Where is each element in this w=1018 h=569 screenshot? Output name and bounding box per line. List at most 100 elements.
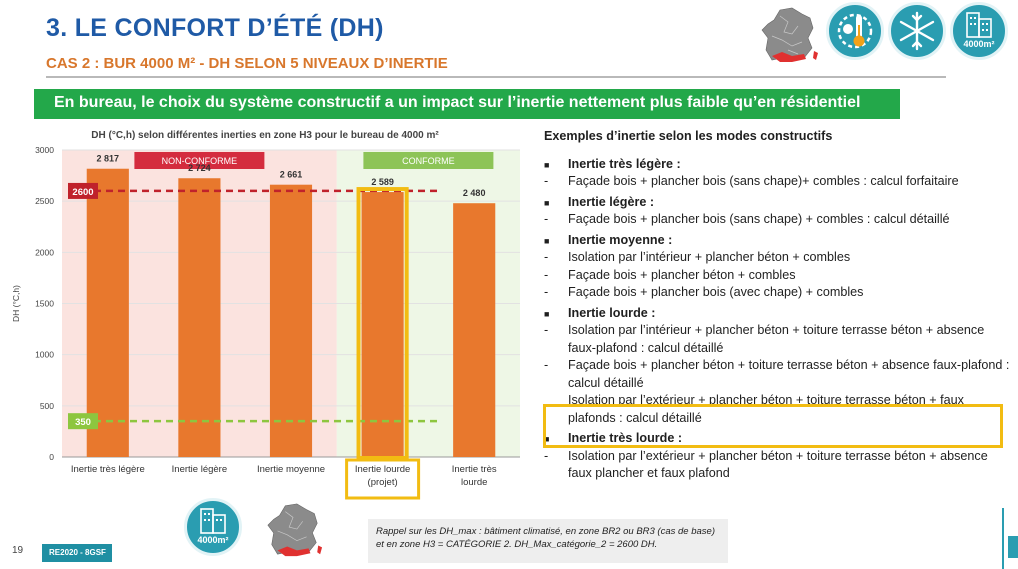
y-axis-label: DH (°C,h) <box>11 285 21 322</box>
bullet-icon: ■ <box>544 308 550 319</box>
chart-bar <box>86 168 129 458</box>
france-map-h3-icon <box>761 7 818 62</box>
bar-value-label: 2 817 <box>97 154 120 164</box>
bullet-icon: ■ <box>544 159 550 170</box>
bar-value-label: 2 589 <box>371 177 394 187</box>
dash-marker: - <box>544 174 549 188</box>
example-text: Inertie lourde : <box>568 305 656 320</box>
example-text: Isolation par l’extérieur + plancher bét… <box>568 393 964 425</box>
slide-title: 3. LE CONFORT D’ÉTÉ (DH) <box>46 14 384 42</box>
corner-accent <box>1008 536 1018 558</box>
y-tick-label: 2500 <box>35 196 54 206</box>
dash-marker: - <box>544 358 549 372</box>
example-text: Isolation par l’intérieur + plancher bét… <box>568 250 851 264</box>
reference-value-label: 2600 <box>72 187 93 198</box>
building-area-label: 4000m² <box>963 39 995 49</box>
dh-chart: NON-CONFORME CONFORME DH (°C,h) selon diff… <box>0 122 530 502</box>
reference-badge <box>68 182 98 199</box>
project-label-highlight <box>345 458 421 500</box>
example-item: - Façade bois + plancher béton + combles <box>544 267 1014 285</box>
bullet-icon: ■ <box>544 434 550 444</box>
example-text: Façade bois + plancher bois (sans chape)… <box>568 174 959 188</box>
chart-zone-badge <box>134 152 265 169</box>
example-item: - Façade bois + plancher bois (avec chape… <box>544 284 1014 302</box>
chart-bar <box>361 192 404 457</box>
y-tick-label: 1000 <box>35 350 54 360</box>
chart-title: DH (°C,h) selon différentes inerties en … <box>91 130 439 141</box>
dh-bar-chart: NON-CONFORME CONFORME DH (°C,h) selon diff… <box>11 130 520 500</box>
example-category: ■ Inertie moyenne : <box>544 232 1014 250</box>
example-text: Inertie moyenne : <box>568 232 673 247</box>
y-tick-label: 1500 <box>35 299 54 309</box>
y-tick-label: 3000 <box>35 145 54 155</box>
footer-tag: RE2020 - 8GSF <box>42 544 112 562</box>
example-item: Isolation par l’extérieur + plancher bét… <box>544 392 1014 427</box>
example-item: - Isolation par l’intérieur + plancher bé… <box>544 322 1014 357</box>
chart-bar <box>178 178 221 457</box>
example-item: - Façade bois + plancher bois (sans chape… <box>544 173 1014 191</box>
x-category-label: Inertie très lourde <box>452 464 497 488</box>
thermometer-icon <box>826 2 884 60</box>
example-text: Inertie très lourde : <box>568 431 683 445</box>
chart-zone-label: NON-CONFORME <box>162 156 238 166</box>
examples-title: Exemples d’inertie selon les modes const… <box>544 129 833 143</box>
example-text: Façade bois + plancher béton + combles <box>568 267 796 282</box>
example-item: - Isolation par l’extérieur + plancher bé… <box>544 448 1014 483</box>
chart-zone-badge <box>363 152 494 169</box>
building-4000m2-icon: 4000m² <box>950 2 1008 60</box>
dash-marker: - <box>544 323 549 337</box>
snowflake-icon <box>888 2 946 60</box>
france-map-h3-icon <box>267 503 323 557</box>
bar-value-label: 2 724 <box>188 163 211 173</box>
dash-marker: - <box>544 267 549 282</box>
building-area-label: 4000m² <box>197 535 229 545</box>
x-category-label: Inertie lourde (projet) <box>355 464 410 488</box>
example-text: Isolation par l’intérieur + plancher bét… <box>568 323 985 355</box>
bar-value-label: 2 661 <box>280 170 303 180</box>
key-message-banner: En bureau, le choix du système construct… <box>34 89 900 119</box>
chart-zone-label: CONFORME <box>402 156 455 166</box>
example-category: ■ Inertie très légère : <box>544 156 1014 174</box>
example-text: Façade bois + plancher béton + toiture t… <box>568 358 1010 390</box>
y-tick-label: 500 <box>40 401 54 411</box>
slide-subtitle: CAS 2 : BUR 4000 M² - DH SELON 5 NIVEAUX… <box>46 55 448 72</box>
example-text: Inertie légère : <box>568 194 655 209</box>
y-tick-label: 0 <box>49 452 54 462</box>
example-text: Façade bois + plancher bois (avec chape)… <box>568 285 864 299</box>
example-item: - Façade bois + plancher béton + toiture … <box>544 357 1014 392</box>
example-text: Inertie très légère : <box>568 156 681 171</box>
reference-value-label: 350 <box>75 417 91 428</box>
subtitle-divider <box>46 76 946 78</box>
slide-footer: 19 RE2020 - 8GSF 4000m² Rappel sur les D… <box>0 498 1018 569</box>
top-icon-group: 4000m² <box>758 0 1018 70</box>
example-text: Façade bois + plancher bois (sans chape)… <box>568 212 950 226</box>
examples-list: ■ Inertie très légère : - Façade bois + pla… <box>544 156 1014 483</box>
dash-marker: - <box>544 448 549 463</box>
inertia-examples: Exemples d’inertie selon les modes const… <box>544 128 1014 483</box>
accent-line <box>1002 508 1004 569</box>
dash-marker: - <box>544 285 549 299</box>
example-category: ■ Inertie très lourde : <box>544 430 1014 448</box>
dash-marker: - <box>544 250 549 264</box>
building-4000m2-icon: 4000m² <box>184 498 242 556</box>
chart-bar <box>269 184 313 458</box>
reference-badge <box>68 413 98 430</box>
example-text: Isolation par l’extérieur + plancher bét… <box>568 448 988 481</box>
example-category: ■ Inertie lourde : <box>544 305 1014 323</box>
bullet-icon: ■ <box>544 197 550 208</box>
project-example-highlight <box>543 404 1003 448</box>
x-category-label: Inertie très légère <box>71 464 145 475</box>
dash-marker: - <box>544 212 549 226</box>
page-number: 19 <box>12 545 24 556</box>
example-category: ■ Inertie légère : <box>544 194 1014 212</box>
chart-bar <box>453 203 496 457</box>
example-item: - Isolation par l’intérieur + plancher bé… <box>544 249 1014 267</box>
bullet-icon: ■ <box>544 235 550 246</box>
dh-max-reminder-note: Rappel sur les DH_max : bâtiment climati… <box>368 519 728 563</box>
x-category-label: Inertie moyenne <box>257 464 325 475</box>
example-item: - Façade bois + plancher bois (sans chape… <box>544 211 1014 229</box>
project-bar-highlight <box>356 187 409 461</box>
bar-value-label: 2 480 <box>463 188 486 198</box>
x-category-label: Inertie légère <box>172 464 227 475</box>
y-tick-label: 2000 <box>35 247 54 257</box>
